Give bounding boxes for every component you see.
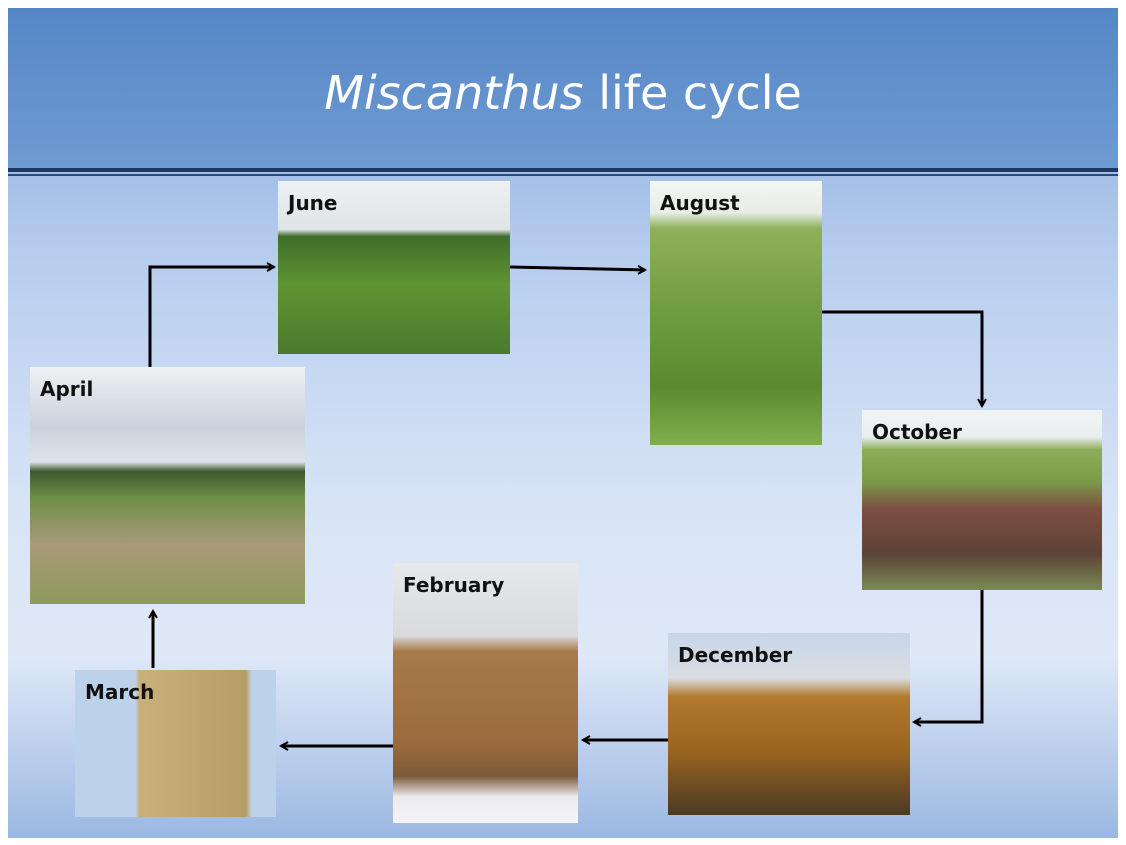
title-italic: Miscanthus <box>324 66 584 120</box>
node-label: December <box>678 643 793 667</box>
node-label: August <box>660 191 740 215</box>
arrow <box>914 590 984 722</box>
rule <box>8 168 1118 172</box>
arrow <box>148 267 274 367</box>
photo-august: August <box>650 181 822 445</box>
photo-december: December <box>668 633 910 815</box>
node-label: April <box>40 377 94 401</box>
node-label: October <box>872 420 962 444</box>
photo-april: April <box>30 367 305 604</box>
photo-march: March <box>75 670 276 817</box>
title-rest: life cycle <box>598 66 802 120</box>
photo-february: February <box>393 563 578 823</box>
title: Miscanthus life cycle <box>8 66 1118 120</box>
node-label: March <box>85 680 155 704</box>
photo-june: June <box>278 181 510 354</box>
arrow <box>509 267 645 270</box>
node-label: February <box>403 573 505 597</box>
node-label: June <box>288 191 338 215</box>
photo-october: October <box>862 410 1102 590</box>
rule <box>8 174 1118 176</box>
arrow <box>822 310 982 406</box>
header: Miscanthus life cycle <box>8 8 1118 168</box>
